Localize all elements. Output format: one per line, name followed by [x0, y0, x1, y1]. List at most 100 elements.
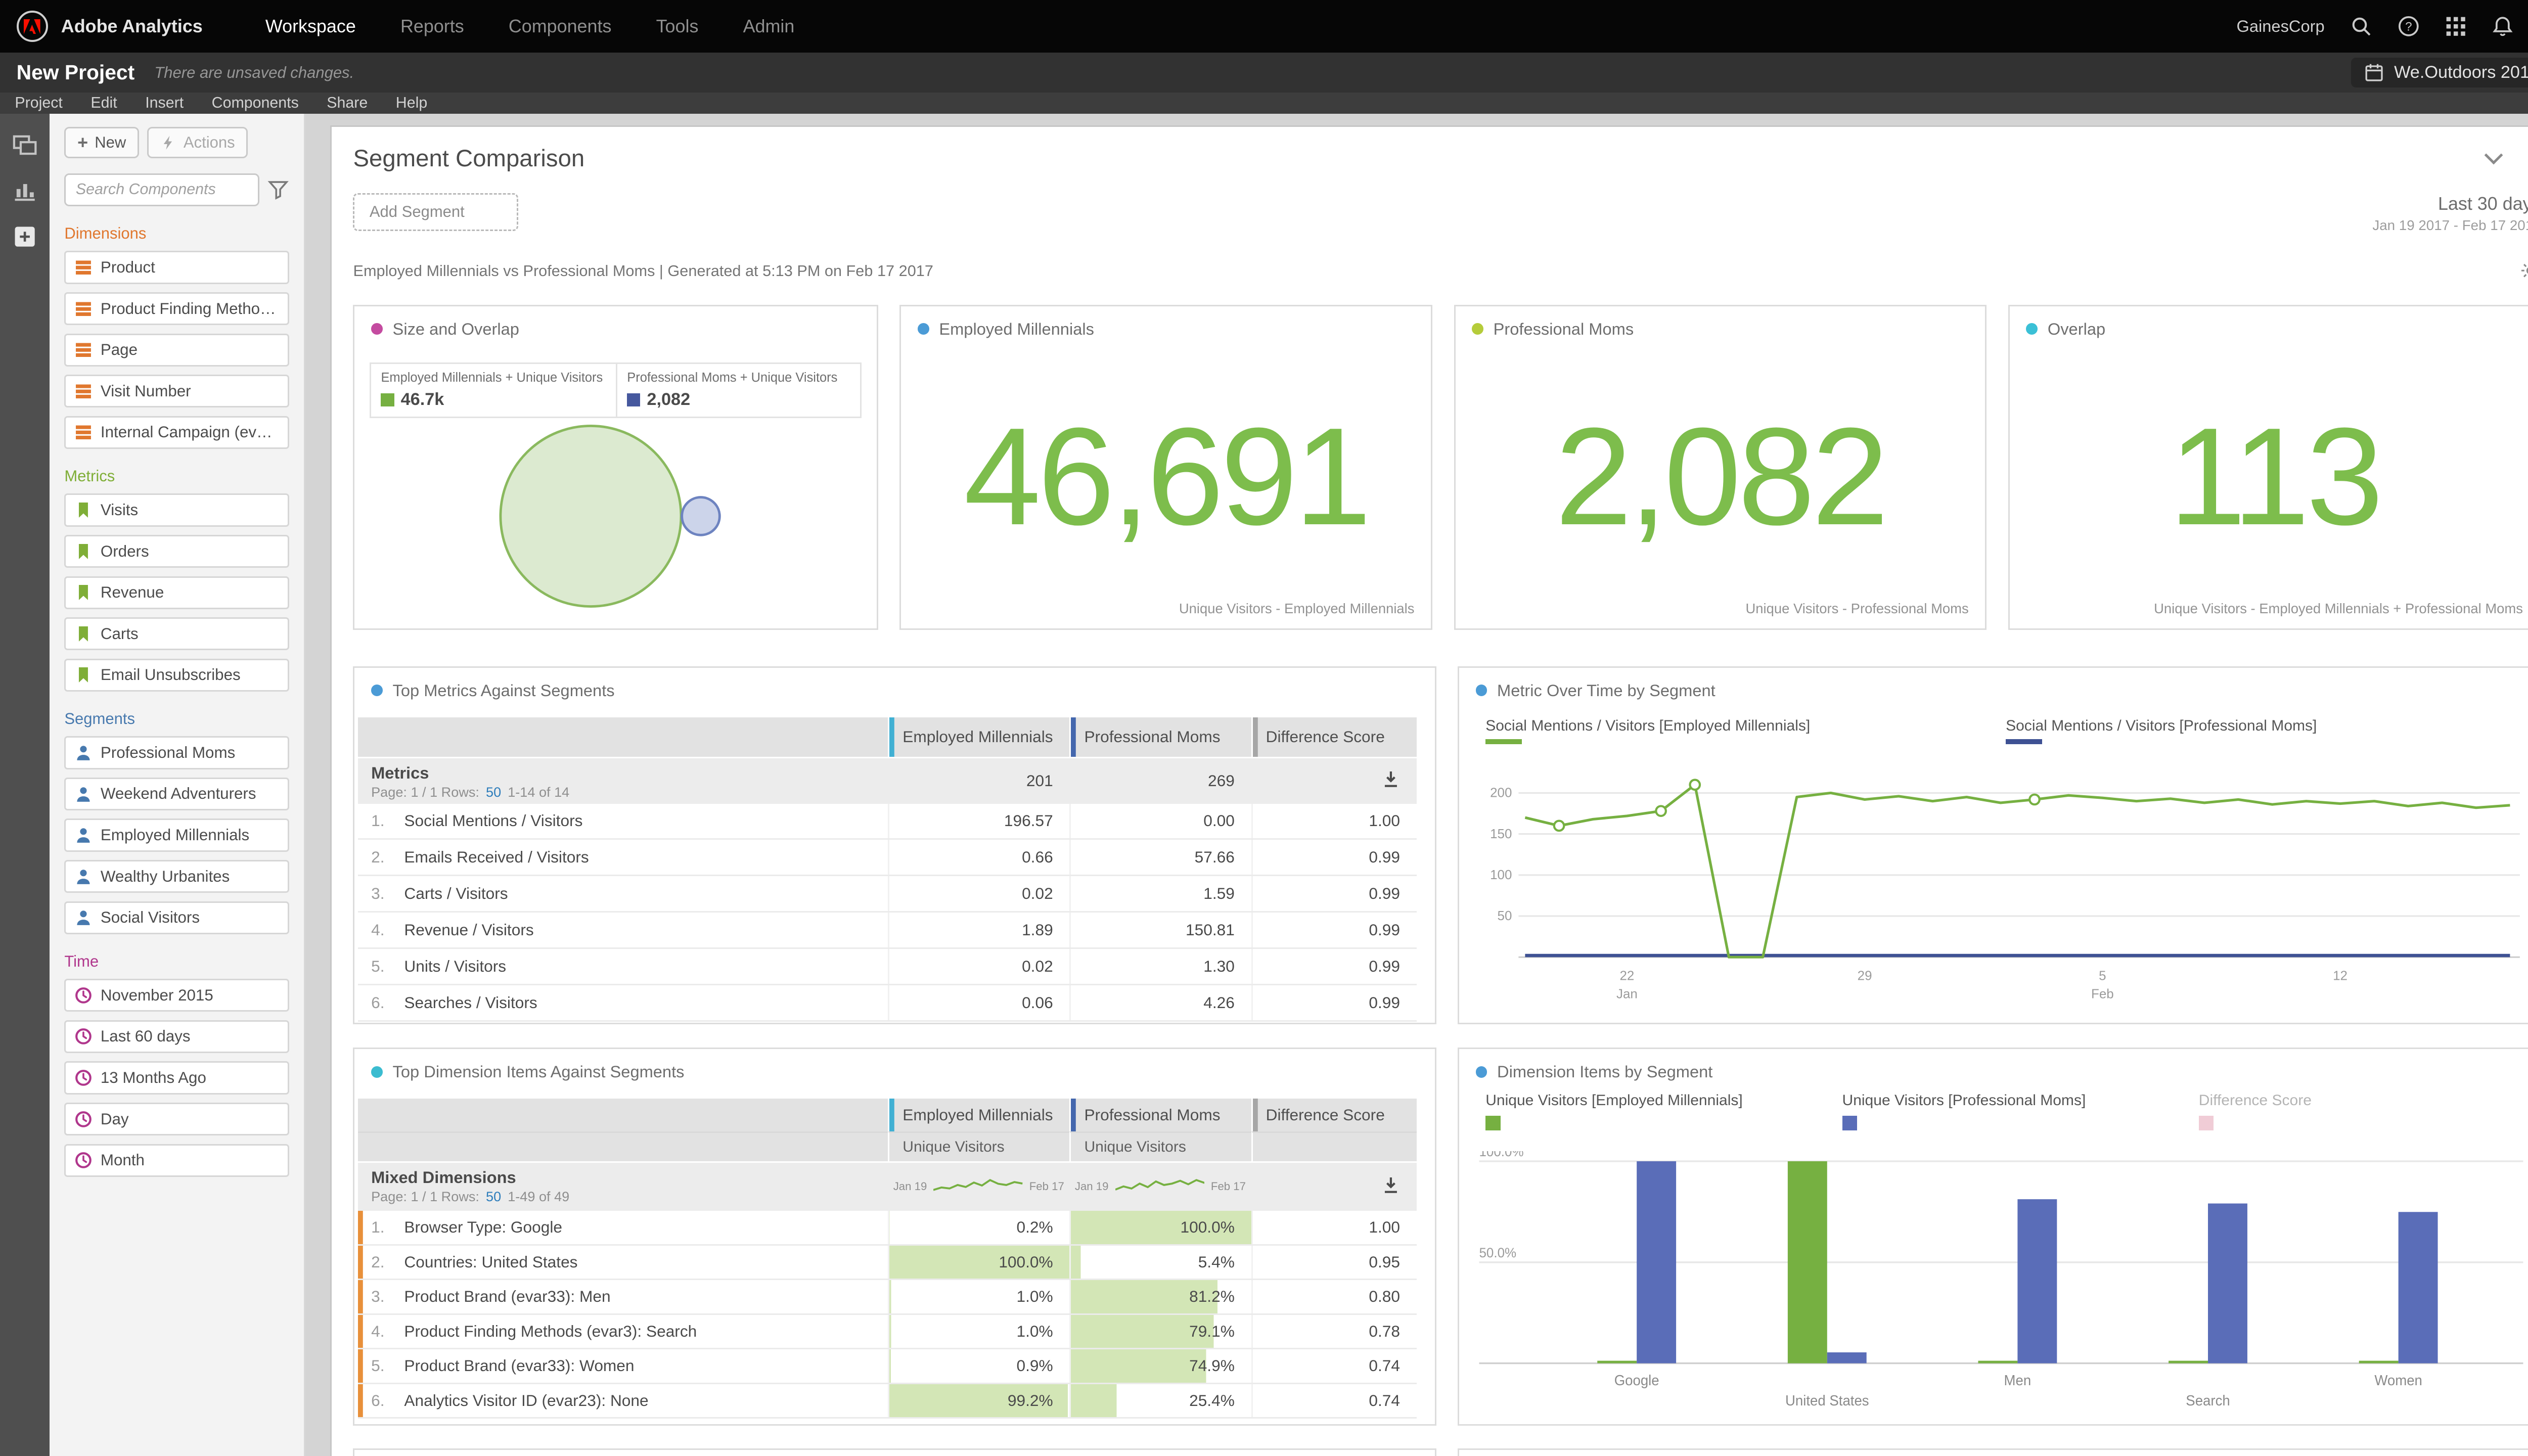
menu-help[interactable]: Help — [395, 95, 428, 112]
legend-employed-millennials[interactable]: Social Mentions / Visitors [Employed Mil… — [1485, 717, 1810, 745]
column-header-employed-millennials[interactable]: Employed Millennials — [888, 717, 1070, 757]
subheader-unique-visitors: Unique Visitors — [888, 1131, 1070, 1161]
nav-components[interactable]: Components — [508, 16, 612, 37]
legend-swatch — [1485, 1115, 1501, 1131]
close-panel-icon[interactable]: × — [2526, 146, 2528, 171]
bar-chart[interactable]: 50.0% 100.0% Google United States Men Search W… — [1476, 1151, 2526, 1421]
sidebar-item[interactable]: November 2015 — [64, 979, 289, 1012]
date-range-selector[interactable]: Last 30 days Jan 19 2017 - Feb 17 2017 — [2372, 193, 2528, 234]
sidebar-item[interactable]: Employed Millennials — [64, 818, 289, 852]
table-row[interactable]: 4. Revenue / Visitors 1.89 150.81 0.99 — [358, 913, 1417, 949]
panels-icon[interactable] — [11, 130, 39, 159]
cell-diff: 1.00 — [1251, 803, 1417, 839]
table-row[interactable]: 6. Searches / Visitors 0.06 4.26 0.99 — [358, 985, 1417, 1022]
nav-reports[interactable]: Reports — [400, 16, 464, 37]
sidebar-item[interactable]: Orders — [64, 534, 289, 568]
add-segment-dropzone[interactable]: Add Segment — [353, 193, 518, 231]
column-header-professional-moms[interactable]: Professional Moms — [1069, 717, 1251, 757]
sidebar-item[interactable]: Revenue — [64, 576, 289, 609]
rows-per-page[interactable]: 50 — [486, 1189, 502, 1205]
row-label[interactable]: 4. Revenue / Visitors — [371, 920, 534, 939]
settings-gear-icon[interactable] — [2519, 260, 2528, 281]
report-suite-name: We.Outdoors 2015 — [2394, 63, 2528, 82]
sidebar-item[interactable]: Visit Number — [64, 375, 289, 408]
search-components-input[interactable] — [64, 173, 259, 207]
segment-icon — [74, 744, 93, 762]
table-row[interactable]: 3. Product Brand (evar33): Men 1.0% 81.2% 0.… — [358, 1280, 1417, 1315]
notifications-bell-icon[interactable] — [2491, 15, 2514, 38]
nav-tools[interactable]: Tools — [656, 16, 699, 37]
row-label[interactable]: 1. Browser Type: Google — [358, 1211, 888, 1244]
account-name[interactable]: GainesCorp — [2236, 17, 2325, 36]
menu-share[interactable]: Share — [327, 95, 368, 112]
sidebar-item[interactable]: 13 Months Ago — [64, 1061, 289, 1095]
actions-button[interactable]: Actions — [147, 127, 248, 159]
row-label[interactable]: 5. Units / Visitors — [371, 957, 507, 975]
menu-insert[interactable]: Insert — [145, 95, 184, 112]
row-label[interactable]: 5. Product Brand (evar33): Women — [358, 1349, 888, 1383]
row-label[interactable]: 4. Product Finding Methods (evar3): Searc… — [358, 1315, 888, 1348]
row-label[interactable]: 2. Countries: United States — [358, 1246, 888, 1279]
sidebar-item[interactable]: Social Visitors — [64, 901, 289, 934]
filter-icon[interactable] — [267, 179, 289, 200]
table-row[interactable]: 5. Units / Visitors 0.02 1.30 0.99 — [358, 948, 1417, 985]
sidebar-item[interactable]: Visits — [64, 493, 289, 527]
nav-admin[interactable]: Admin — [743, 16, 795, 37]
column-header-difference-score[interactable]: Difference Score — [1251, 1098, 1417, 1132]
sidebar-item[interactable]: Professional Moms — [64, 736, 289, 769]
table-row[interactable]: 6. Analytics Visitor ID (evar23): None 99.… — [358, 1384, 1417, 1419]
sidebar-item[interactable]: Product Finding Methods (eva... — [64, 292, 289, 326]
column-header-difference-score[interactable]: Difference Score — [1251, 717, 1417, 757]
row-number: 2. — [371, 848, 385, 867]
sidebar-item[interactable]: Weekend Adventurers — [64, 777, 289, 811]
row-label[interactable]: 6. Analytics Visitor ID (evar23): None — [358, 1384, 888, 1418]
download-icon[interactable] — [1382, 770, 1400, 792]
menu-components[interactable]: Components — [211, 95, 299, 112]
table-row[interactable]: 2. Emails Received / Visitors 0.66 57.66 0.9… — [358, 840, 1417, 877]
table-row[interactable]: 4. Product Finding Methods (evar3): Searc… — [358, 1314, 1417, 1350]
row-label[interactable]: 6. Searches / Visitors — [371, 993, 537, 1012]
components-icon[interactable] — [11, 223, 39, 251]
legend-professional-moms[interactable]: Unique Visitors [Professional Moms] — [1842, 1092, 2086, 1131]
download-icon[interactable] — [1382, 1176, 1400, 1198]
table-row[interactable]: 2. Countries: United States 100.0% 5.4% 0.95 — [358, 1245, 1417, 1281]
sidebar-item[interactable]: Product — [64, 251, 289, 284]
report-suite-selector[interactable]: We.Outdoors 2015 — [2351, 58, 2528, 88]
sidebar-item[interactable]: Internal Campaign (evar2) — [64, 416, 289, 449]
column-header-professional-moms[interactable]: Professional Moms — [1069, 1098, 1251, 1132]
menu-edit[interactable]: Edit — [91, 95, 117, 112]
help-icon[interactable]: ? — [2397, 15, 2420, 38]
sidebar-item[interactable]: Email Unsubscribes — [64, 658, 289, 692]
row-label[interactable]: 2. Emails Received / Visitors — [371, 848, 589, 867]
nav-workspace[interactable]: Workspace — [265, 16, 356, 37]
menu-project[interactable]: Project — [15, 95, 63, 112]
legend-difference-score[interactable]: Difference Score — [2198, 1092, 2312, 1131]
table-row[interactable]: 1. Social Mentions / Visitors 196.57 0.00 1.… — [358, 803, 1417, 840]
venn-legend-value: 46.7k — [400, 390, 444, 410]
row-label[interactable]: 3. Product Brand (evar33): Men — [358, 1280, 888, 1313]
line-chart[interactable]: 50 100 150 200 22 Jan 29 5 Feb 12 — [1476, 763, 2526, 1013]
collapse-panel-icon[interactable] — [2484, 146, 2503, 165]
row-label[interactable]: 3. Carts / Visitors — [371, 884, 508, 903]
table-row[interactable]: 5. Product Brand (evar33): Women 0.9% 74.9%… — [358, 1349, 1417, 1384]
card-accent-dot — [2026, 323, 2038, 335]
row-label[interactable]: 1. Social Mentions / Visitors — [371, 811, 583, 830]
sidebar-item[interactable]: Wealthy Urbanites — [64, 860, 289, 893]
search-icon[interactable] — [2350, 15, 2373, 38]
apps-grid-icon[interactable] — [2445, 16, 2466, 37]
legend-professional-moms[interactable]: Social Mentions / Visitors [Professional… — [2006, 717, 2317, 745]
rows-per-page[interactable]: 50 — [486, 784, 502, 800]
table-row[interactable]: 3. Carts / Visitors 0.02 1.59 0.99 — [358, 876, 1417, 913]
new-button[interactable]: + New — [64, 127, 140, 159]
sidebar-item[interactable]: Last 60 days — [64, 1020, 289, 1054]
sidebar-item[interactable]: Month — [64, 1144, 289, 1177]
sidebar-item[interactable]: Carts — [64, 617, 289, 651]
visualizations-icon[interactable] — [11, 176, 39, 205]
legend-employed-millennials[interactable]: Unique Visitors [Employed Millennials] — [1485, 1092, 1743, 1131]
sidebar-item[interactable]: Day — [64, 1103, 289, 1136]
sidebar-item[interactable]: Page — [64, 333, 289, 367]
table-row[interactable]: 1. Browser Type: Google 0.2% 100.0% 1.00 — [358, 1210, 1417, 1246]
venn-diagram[interactable] — [354, 417, 876, 622]
column-header-employed-millennials[interactable]: Employed Millennials — [888, 1098, 1070, 1132]
